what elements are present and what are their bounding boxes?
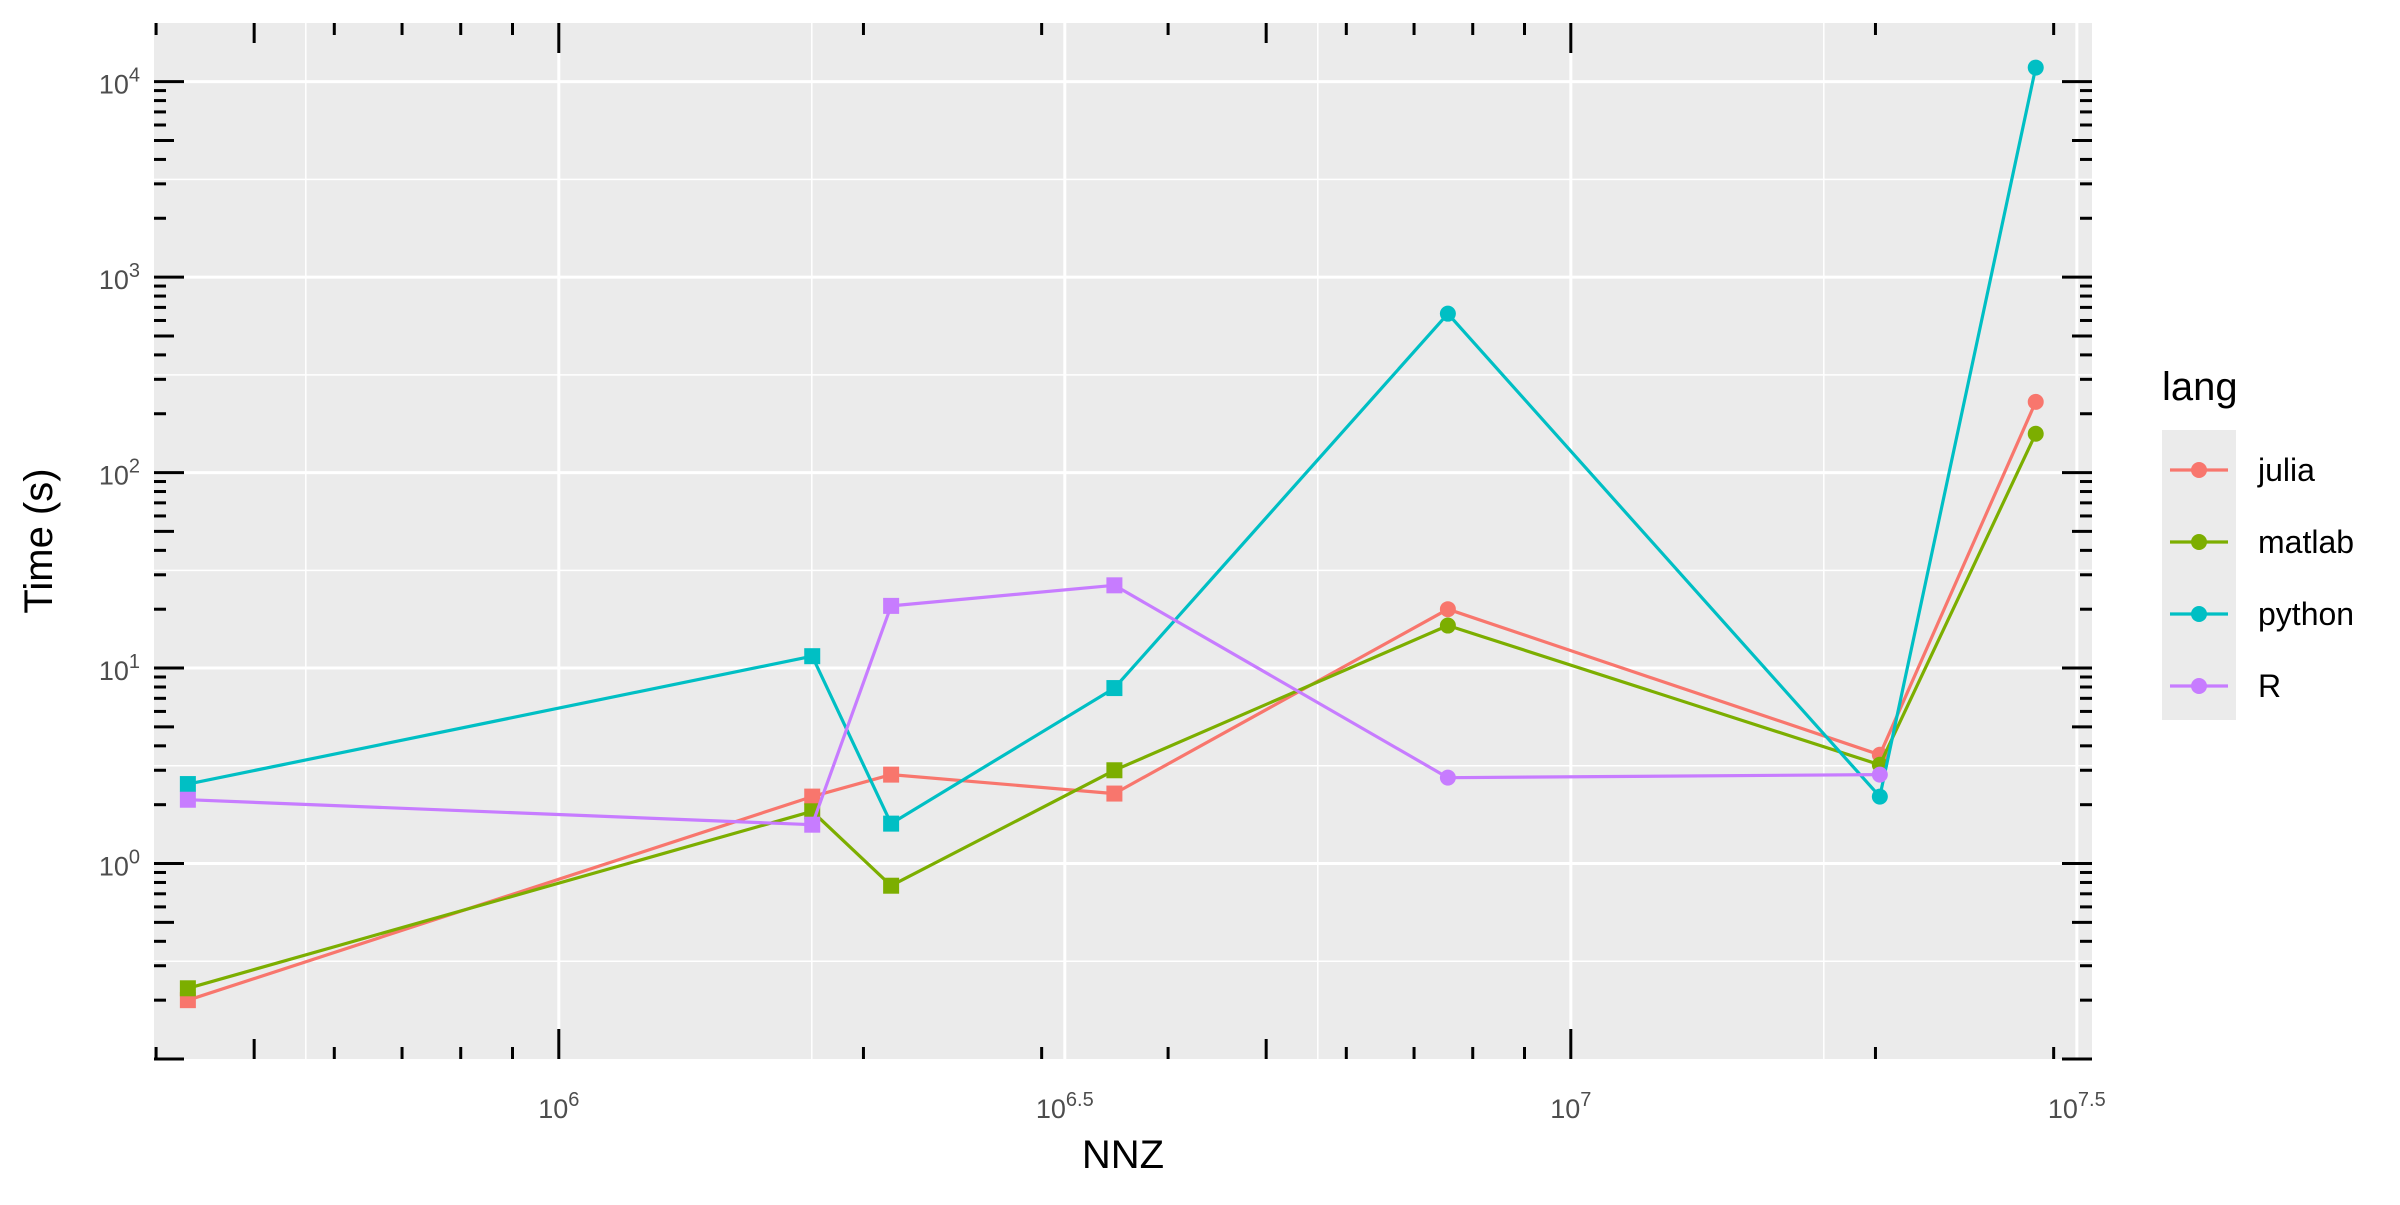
data-point	[1871, 788, 1888, 805]
legend-label: python	[2258, 596, 2354, 632]
series-python	[179, 59, 2044, 832]
data-point	[1871, 766, 1888, 783]
data-point	[179, 980, 196, 997]
data-point	[1106, 577, 1123, 594]
y-tick-label: 103	[99, 260, 140, 295]
data-point	[883, 766, 900, 783]
series-layer	[179, 59, 2044, 1009]
x-tick-label: 107	[1550, 1089, 1591, 1124]
data-point	[883, 877, 900, 894]
legend-key-point	[2191, 606, 2207, 622]
data-point	[883, 815, 900, 832]
x-tick-label: 107.5	[2048, 1089, 2106, 1124]
data-point	[2027, 393, 2044, 410]
major-grid	[154, 23, 2092, 1059]
data-point	[2027, 59, 2044, 76]
data-point	[179, 791, 196, 808]
legend-label: matlab	[2258, 524, 2354, 560]
legend: lang julia matlab python R	[2162, 365, 2354, 720]
legend-title: lang	[2162, 365, 2238, 409]
legend-key-background	[2162, 430, 2236, 720]
x-axis-title: NNZ	[1082, 1133, 1164, 1177]
axis-rug	[154, 23, 2092, 1061]
data-point	[1106, 785, 1123, 802]
data-point	[1439, 601, 1456, 618]
data-point	[804, 816, 821, 833]
legend-key-point	[2191, 462, 2207, 478]
y-tick-labels: 100 101 102 103 104	[99, 65, 140, 882]
data-point	[1439, 305, 1456, 322]
data-point	[804, 648, 821, 665]
data-point	[883, 597, 900, 614]
data-point	[804, 788, 821, 805]
series-R	[179, 577, 1888, 833]
plot-panel	[154, 23, 2092, 1059]
data-point	[1106, 680, 1123, 697]
data-point	[2027, 425, 2044, 442]
legend-label: R	[2258, 668, 2281, 704]
data-point	[1439, 769, 1456, 786]
y-tick-label: 100	[99, 847, 140, 882]
y-tick-label: 104	[99, 65, 140, 100]
x-tick-label: 106.5	[1036, 1089, 1094, 1124]
data-point	[1439, 617, 1456, 634]
legend-key-point	[2191, 678, 2207, 694]
y-tick-label: 101	[99, 651, 140, 686]
series-line-R	[187, 583, 1880, 827]
y-axis-title: Time (s)	[17, 468, 61, 613]
data-point	[179, 776, 196, 793]
legend-label: julia	[2257, 452, 2315, 488]
y-tick-label: 102	[99, 456, 140, 491]
data-point	[1106, 762, 1123, 779]
legend-key-point	[2191, 534, 2207, 550]
x-tick-labels: 106 106.5 107 107.5	[538, 1089, 2106, 1124]
x-tick-label: 106	[538, 1089, 579, 1124]
